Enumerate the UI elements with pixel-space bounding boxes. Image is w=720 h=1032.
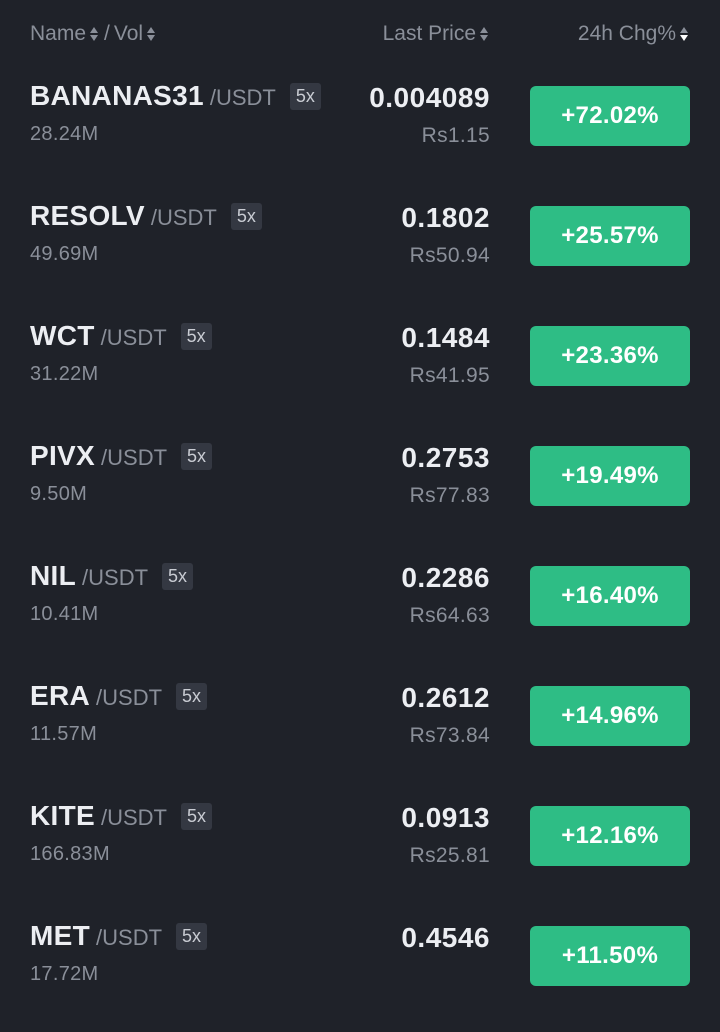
base-asset: PIVX xyxy=(30,440,96,471)
fiat-price: Rs25.81 xyxy=(409,844,490,867)
change-badge[interactable]: +19.49% xyxy=(530,446,690,506)
leverage-badge: 5x xyxy=(181,443,213,470)
market-list: BANANAS31 /USDT 5x 28.24M 0.004089 Rs1.1… xyxy=(0,72,720,1032)
header-separator: / xyxy=(104,22,110,45)
market-row[interactable]: RESOLV /USDT 5x 49.69M 0.1802 Rs50.94 +2… xyxy=(0,192,720,312)
vol-column-label: Vol xyxy=(113,22,144,45)
last-price: 0.1802 xyxy=(401,202,490,233)
base-asset: ERA xyxy=(30,680,91,711)
last-price-column-label: Last Price xyxy=(382,22,476,45)
sort-24h-change[interactable]: 24h Chg% xyxy=(578,22,690,46)
volume: 17.72M xyxy=(30,963,99,985)
leverage-badge: 5x xyxy=(176,923,208,950)
quote-asset: /USDT xyxy=(96,925,163,950)
last-price: 0.4546 xyxy=(401,922,490,953)
last-price: 0.1484 xyxy=(401,322,490,353)
quote-asset: /USDT xyxy=(101,445,168,470)
leverage-badge: 5x xyxy=(180,323,212,350)
sort-desc-active-icon xyxy=(680,27,690,41)
base-asset: RESOLV xyxy=(30,200,145,231)
quote-asset: /USDT xyxy=(96,685,163,710)
last-price: 0.2286 xyxy=(401,562,490,593)
volume: 49.69M xyxy=(30,243,99,265)
change-badge[interactable]: +16.40% xyxy=(530,566,690,626)
market-row[interactable]: WCT /USDT 5x 31.22M 0.1484 Rs41.95 +23.3… xyxy=(0,312,720,432)
quote-asset: /USDT xyxy=(100,805,167,830)
sort-last-price[interactable]: Last Price xyxy=(383,22,490,46)
leverage-badge: 5x xyxy=(162,563,194,590)
change-column-label: 24h Chg% xyxy=(577,22,676,45)
market-row[interactable]: MET /USDT 5x 17.72M 0.4546 +11.50% xyxy=(0,912,720,1032)
fiat-price: Rs77.83 xyxy=(409,484,490,507)
fiat-price: Rs50.94 xyxy=(409,244,490,267)
change-badge[interactable]: +23.36% xyxy=(530,326,690,386)
change-badge[interactable]: +25.57% xyxy=(530,206,690,266)
change-badge[interactable]: +72.02% xyxy=(530,86,690,146)
fiat-price: Rs73.84 xyxy=(409,724,490,747)
base-asset: KITE xyxy=(30,800,95,831)
base-asset: NIL xyxy=(30,560,77,591)
leverage-badge: 5x xyxy=(180,803,212,830)
sort-arrows-icon xyxy=(90,27,100,41)
change-badge[interactable]: +14.96% xyxy=(530,686,690,746)
market-row[interactable]: NIL /USDT 5x 10.41M 0.2286 Rs64.63 +16.4… xyxy=(0,552,720,672)
base-asset: MET xyxy=(30,920,91,951)
volume: 9.50M xyxy=(30,483,88,505)
sort-arrows-icon xyxy=(147,27,157,41)
market-row[interactable]: PIVX /USDT 5x 9.50M 0.2753 Rs77.83 +19.4… xyxy=(0,432,720,552)
last-price: 0.2612 xyxy=(401,682,490,713)
market-row[interactable]: ERA /USDT 5x 11.57M 0.2612 Rs73.84 +14.9… xyxy=(0,672,720,792)
last-price: 0.004089 xyxy=(369,82,490,113)
change-badge[interactable]: +12.16% xyxy=(530,806,690,866)
quote-asset: /USDT xyxy=(82,565,149,590)
fiat-price: Rs64.63 xyxy=(409,604,490,627)
quote-asset: /USDT xyxy=(100,325,167,350)
volume: 166.83M xyxy=(30,843,110,865)
base-asset: BANANAS31 xyxy=(30,80,204,111)
sort-name-vol[interactable]: Name / Vol xyxy=(30,22,157,46)
quote-asset: /USDT xyxy=(150,205,217,230)
name-column-label: Name xyxy=(30,22,87,45)
market-list-header: Name / Vol Last Price 24h Chg% xyxy=(0,0,720,72)
fiat-price: Rs41.95 xyxy=(409,364,490,387)
sort-arrows-icon xyxy=(480,27,490,41)
base-asset: WCT xyxy=(30,320,95,351)
last-price: 0.0913 xyxy=(401,802,490,833)
volume: 11.57M xyxy=(30,723,98,745)
last-price: 0.2753 xyxy=(401,442,490,473)
quote-asset: /USDT xyxy=(209,85,276,110)
volume: 28.24M xyxy=(30,123,99,145)
fiat-price: Rs1.15 xyxy=(421,124,490,147)
volume: 10.41M xyxy=(30,603,99,625)
leverage-badge: 5x xyxy=(176,683,208,710)
volume: 31.22M xyxy=(30,363,99,385)
leverage-badge: 5x xyxy=(289,83,321,110)
leverage-badge: 5x xyxy=(230,203,262,230)
change-badge[interactable]: +11.50% xyxy=(530,926,690,986)
market-row[interactable]: KITE /USDT 5x 166.83M 0.0913 Rs25.81 +12… xyxy=(0,792,720,912)
market-row[interactable]: BANANAS31 /USDT 5x 28.24M 0.004089 Rs1.1… xyxy=(0,72,720,192)
